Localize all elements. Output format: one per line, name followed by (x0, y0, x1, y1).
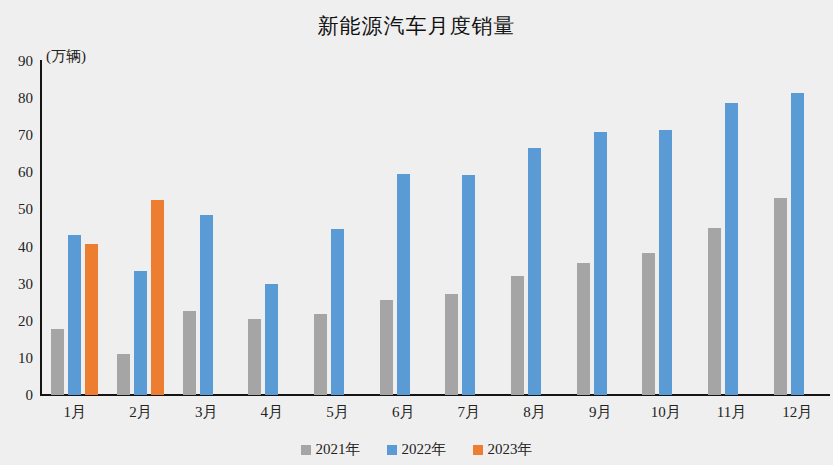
bar-2021年-2月 (117, 354, 130, 395)
bar-2021年-11月 (708, 228, 721, 395)
legend-swatch-icon (387, 445, 397, 455)
bar-2022年-12月 (791, 93, 804, 395)
legend-label: 2022年 (402, 440, 447, 459)
x-tick-label-6: 6月 (370, 403, 436, 422)
bar-2021年-4月 (248, 319, 261, 395)
x-tick-label-7: 7月 (436, 403, 502, 422)
y-tick-label-90: 90 (0, 52, 33, 70)
y-tick-label-70: 70 (0, 126, 33, 144)
bar-2022年-5月 (331, 229, 344, 395)
x-tick-label-1: 1月 (42, 403, 108, 422)
bar-2022年-2月 (134, 271, 147, 395)
legend: 2021年 2022年 2023年 (0, 440, 833, 459)
bar-2022年-10月 (659, 130, 672, 395)
x-tick-label-10: 10月 (633, 403, 699, 422)
x-tick-label-5: 5月 (305, 403, 371, 422)
y-tick-label-30: 30 (0, 275, 33, 293)
y-axis (40, 60, 42, 395)
bar-2021年-10月 (642, 253, 655, 395)
legend-swatch-icon (473, 445, 483, 455)
x-tick-label-3: 3月 (173, 403, 239, 422)
bar-2022年-7月 (462, 175, 475, 395)
x-tick-label-12: 12月 (764, 403, 830, 422)
bar-2022年-9月 (594, 132, 607, 395)
y-tick-label-40: 40 (0, 238, 33, 256)
y-tick-label-60: 60 (0, 163, 33, 181)
bar-2021年-7月 (445, 294, 458, 395)
y-tick-label-0: 0 (0, 386, 33, 404)
bar-2021年-1月 (51, 329, 64, 395)
bar-2022年-3月 (200, 215, 213, 395)
bar-2021年-9月 (577, 263, 590, 395)
legend-swatch-icon (301, 445, 311, 455)
y-tick-label-50: 50 (0, 200, 33, 218)
legend-item-2022年: 2022年 (387, 440, 447, 459)
bar-2021年-12月 (774, 198, 787, 395)
bar-2023年-1月 (85, 244, 98, 395)
y-tick-label-20: 20 (0, 312, 33, 330)
bar-2021年-6月 (380, 300, 393, 395)
chart-title: 新能源汽车月度销量 (0, 12, 833, 40)
legend-label: 2021年 (316, 440, 361, 459)
x-tick-label-2: 2月 (108, 403, 174, 422)
legend-item-2023年: 2023年 (473, 440, 533, 459)
bar-2023年-2月 (151, 200, 164, 395)
bar-2021年-8月 (511, 276, 524, 395)
y-axis-unit-label: (万辆) (46, 47, 86, 66)
bar-2022年-4月 (265, 284, 278, 395)
bar-2022年-11月 (725, 103, 738, 395)
nev-monthly-sales-chart: 新能源汽车月度销量 (万辆) 0 10 20 30 40 50 60 70 80 90 1月2月3月… (0, 0, 833, 465)
legend-item-2021年: 2021年 (301, 440, 361, 459)
x-tick-label-4: 4月 (239, 403, 305, 422)
bar-2022年-8月 (528, 148, 541, 395)
y-tick-label-80: 80 (0, 89, 33, 107)
x-tick-label-9: 9月 (567, 403, 633, 422)
legend-label: 2023年 (488, 440, 533, 459)
x-tick-label-8: 8月 (502, 403, 568, 422)
y-tick-label-10: 10 (0, 349, 33, 367)
x-tick-label-11: 11月 (699, 403, 765, 422)
bar-2021年-3月 (183, 311, 196, 395)
bar-2021年-5月 (314, 314, 327, 395)
bar-2022年-6月 (397, 174, 410, 395)
bar-2022年-1月 (68, 235, 81, 395)
